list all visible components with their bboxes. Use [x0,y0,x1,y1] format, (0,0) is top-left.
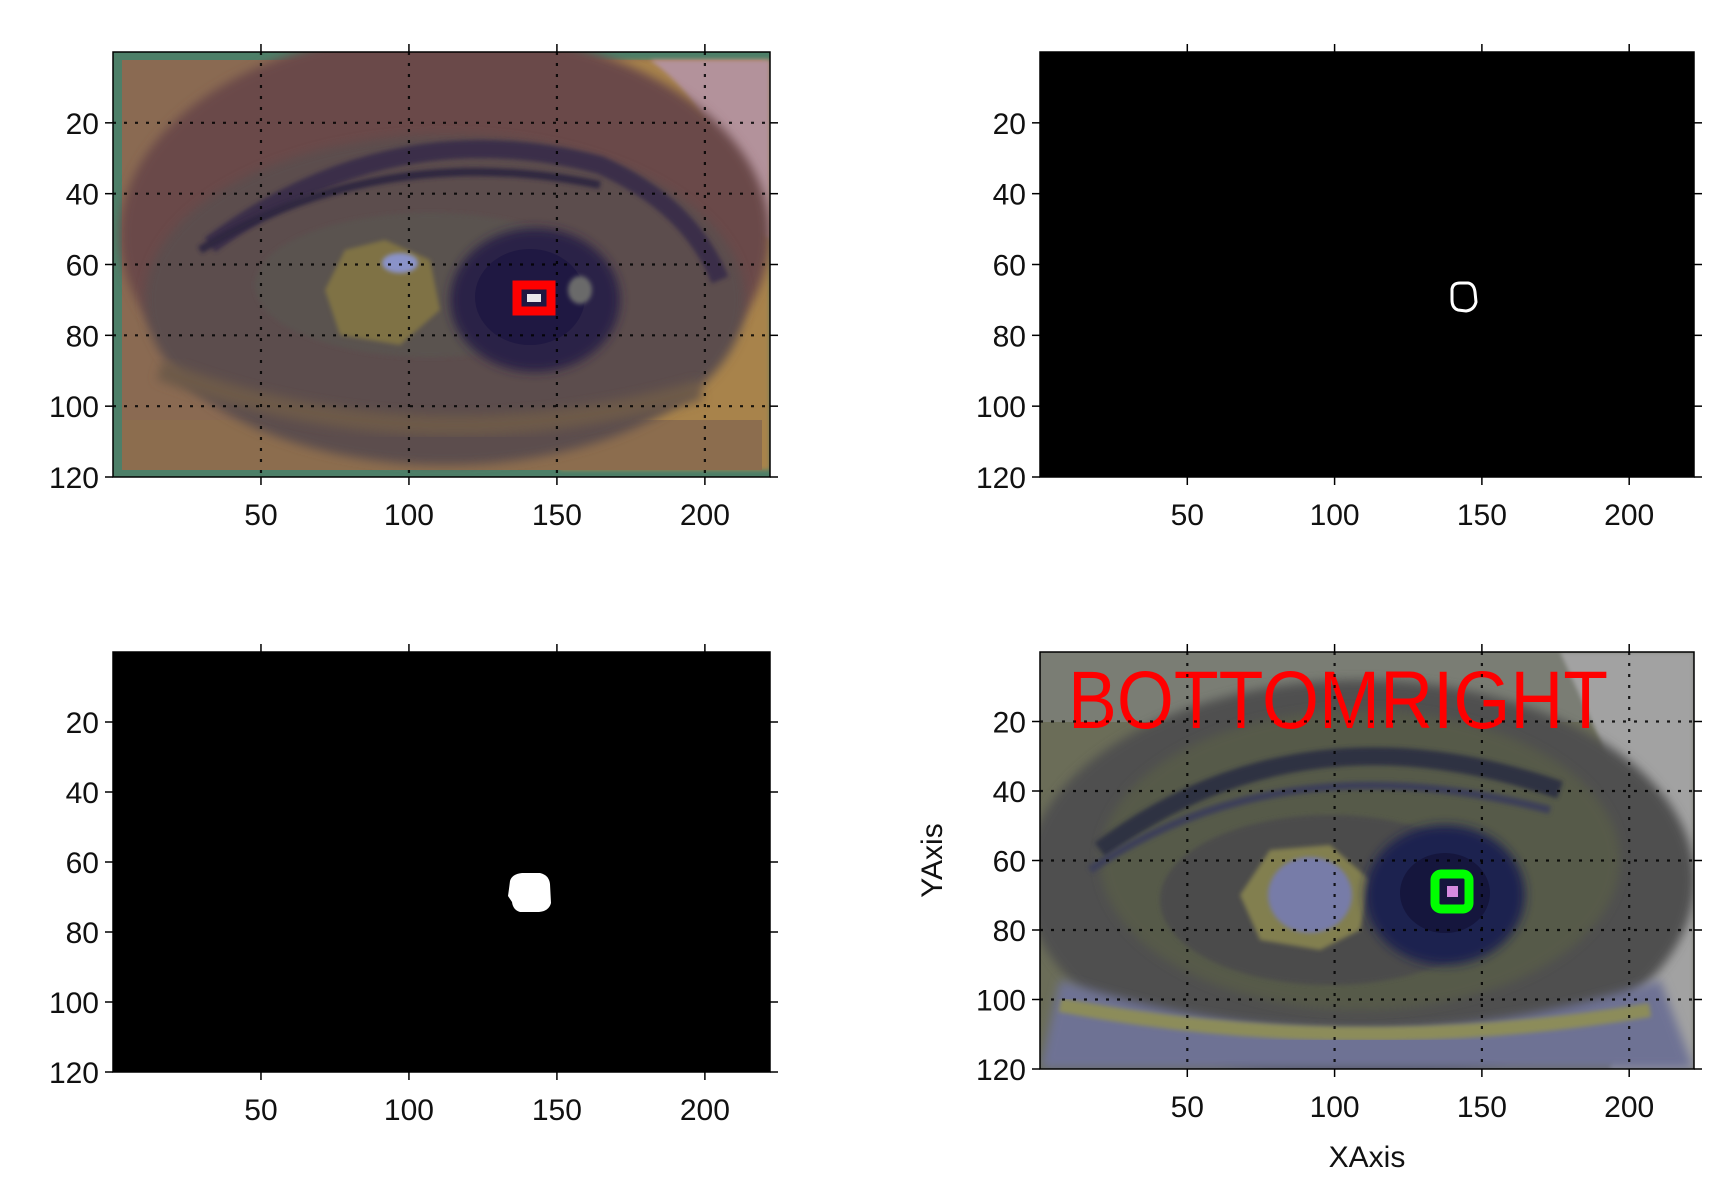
y-tick-label: 80 [66,320,99,353]
panel-3-pupil-blob [508,873,551,912]
y-tick-label: 60 [993,846,1026,879]
y-tick-label: 20 [993,108,1026,141]
panel-3-axes: 50 100 150 200 20 40 60 80 100 120 [49,644,778,1127]
y-tick-label: 40 [993,776,1026,809]
x-tick-label: 200 [1604,499,1654,532]
panel-2 [1040,52,1694,477]
panel-4-pupil-marker [1430,869,1474,914]
y-tick-label: 100 [976,391,1026,424]
y-tick-label: 120 [976,1054,1026,1087]
y-tick-label: 20 [66,707,99,740]
panel-1-image [113,52,770,477]
axes-layer: 50 100 150 200 20 40 60 80 100 120 50 100 150 200 20 40… [49,44,1702,1174]
y-tick-label: 80 [66,917,99,950]
y-tick-label: 80 [993,915,1026,948]
x-tick-label: 50 [1171,499,1204,532]
panel-2-pupil-contour [1450,281,1478,313]
y-tick-label: 100 [976,985,1026,1018]
y-tick-label: 40 [66,179,99,212]
y-tick-label: 100 [49,987,99,1020]
x-tick-label: 150 [1457,1091,1507,1124]
y-tick-label: 80 [993,320,1026,353]
x-tick-label: 50 [1171,1091,1204,1124]
panel-2-axes: 50 100 150 200 20 40 60 80 100 120 [976,44,1702,532]
x-tick-label: 150 [1457,499,1507,532]
panel-3-image [113,652,770,1072]
panel-2-image [1040,52,1694,477]
x-axis-title: XAxis [1329,1141,1406,1174]
x-tick-label: 200 [680,1094,730,1127]
y-tick-label: 40 [66,777,99,810]
y-tick-label: 60 [993,250,1026,283]
x-tick-label: 50 [244,499,277,532]
panel-4-image [1040,652,1694,1069]
panel-3 [113,652,770,1072]
panel-4-axes: 50 100 150 200 20 40 60 80 100 120 XAxis YAxis [916,644,1702,1174]
x-tick-label: 100 [384,1094,434,1127]
x-tick-label: 200 [680,499,730,532]
y-tick-label: 120 [976,462,1026,495]
y-tick-label: 100 [49,391,99,424]
y-axis-title: YAxis [916,823,949,897]
y-tick-label: 60 [66,847,99,880]
x-tick-label: 200 [1604,1091,1654,1124]
panel-1 [113,52,770,477]
y-tick-label: 20 [993,707,1026,740]
y-tick-label: 20 [66,108,99,141]
x-tick-label: 150 [532,499,582,532]
x-tick-label: 100 [384,499,434,532]
x-tick-label: 150 [532,1094,582,1127]
y-tick-label: 120 [49,1057,99,1090]
y-tick-label: 40 [993,179,1026,212]
x-tick-label: 50 [244,1094,277,1127]
y-tick-label: 120 [49,462,99,495]
panel-4-position-label: BOTTOMRIGHT [1068,655,1608,746]
panel-1-axes: 50 100 150 200 20 40 60 80 100 120 [49,44,778,532]
y-tick-label: 60 [66,250,99,283]
x-tick-label: 100 [1310,499,1360,532]
x-tick-label: 100 [1310,1091,1360,1124]
panel-1-pupil-marker [512,280,556,316]
panel-4: BOTTOMRIGHT [1040,652,1694,1069]
